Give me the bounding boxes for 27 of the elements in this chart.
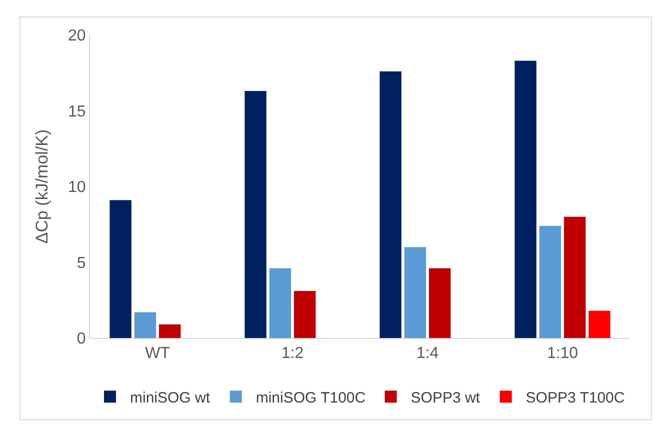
bar (404, 247, 426, 338)
bar (588, 310, 610, 338)
bar (110, 200, 132, 338)
legend-label: SOPP3 wt (410, 390, 481, 407)
bar (134, 312, 156, 338)
y-axis-title: ΔCp (kJ/mol/K) (32, 129, 52, 244)
legend-label: miniSOG wt (130, 390, 211, 407)
bar (158, 324, 181, 338)
bar (539, 226, 562, 338)
bar (294, 291, 316, 338)
bar (514, 60, 536, 338)
y-tick-label: 10 (68, 179, 86, 196)
y-tick-label: 0 (76, 330, 86, 348)
bar (269, 268, 292, 338)
x-tick-label: 1:10 (546, 345, 578, 362)
y-tick-label: 15 (68, 103, 86, 120)
legend-label: SOPP3 T100C (526, 390, 625, 407)
bar (244, 91, 266, 338)
x-tick-label: 1:4 (416, 345, 439, 362)
y-tick-label: 5 (76, 254, 86, 272)
bar (564, 216, 586, 338)
bar (428, 268, 451, 338)
x-tick-label: 1:2 (281, 345, 304, 362)
bar (380, 71, 402, 338)
x-tick-label: WT (145, 345, 170, 362)
legend-label: miniSOG T100C (256, 390, 366, 407)
y-tick-label: 20 (68, 28, 86, 45)
